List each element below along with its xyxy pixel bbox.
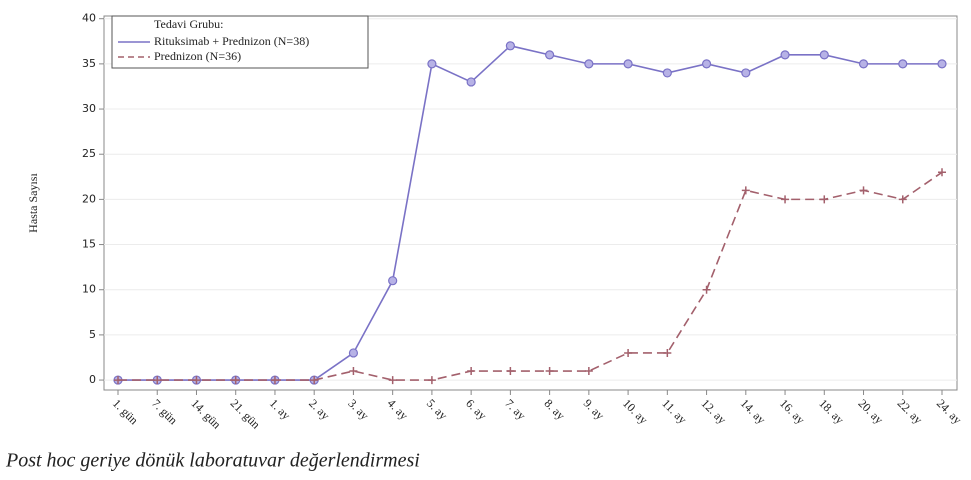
x-tick-label: 8. ay xyxy=(542,396,568,422)
point xyxy=(859,186,868,195)
point xyxy=(663,348,672,357)
point xyxy=(584,367,593,376)
x-tick-label: 24. ay xyxy=(934,396,965,427)
point xyxy=(545,50,555,60)
x-tick-label: 20. ay xyxy=(855,396,886,427)
x-tick-label: 4. ay xyxy=(385,396,411,422)
point xyxy=(819,50,829,60)
legend-label: Prednizon (N=36) xyxy=(154,49,241,63)
point xyxy=(624,348,633,357)
point xyxy=(701,59,712,69)
point xyxy=(898,195,907,204)
x-tick-label: 22. ay xyxy=(895,396,926,427)
point xyxy=(231,376,240,385)
x-tick-label: 6. ay xyxy=(463,396,489,422)
point xyxy=(114,376,122,385)
point xyxy=(898,59,908,69)
y-axis-label: Hasta Sayısı xyxy=(26,173,40,233)
point xyxy=(388,276,398,286)
x-tick-label: 7. gün xyxy=(149,396,180,427)
y-tick-label: 40 xyxy=(82,12,96,25)
x-tick-label: 9. ay xyxy=(581,396,607,422)
y-tick-label: 15 xyxy=(82,238,96,251)
point xyxy=(270,376,279,385)
y-tick-label: 5 xyxy=(89,328,96,341)
point xyxy=(623,59,633,69)
x-tick-label: 10. ay xyxy=(620,396,651,427)
point xyxy=(153,376,162,385)
plot-frame xyxy=(103,15,958,391)
point xyxy=(467,367,476,376)
point xyxy=(349,367,358,376)
x-tick-label: 3. ay xyxy=(345,396,371,422)
point xyxy=(545,367,554,376)
point xyxy=(662,68,672,78)
x-tick-label: 7. ay xyxy=(502,396,528,422)
series-line xyxy=(118,171,943,381)
point xyxy=(192,376,201,385)
point xyxy=(937,59,947,69)
legend-box xyxy=(111,15,369,69)
point xyxy=(506,367,515,376)
point xyxy=(584,59,594,69)
y-tick-label: 20 xyxy=(82,192,96,205)
point xyxy=(505,41,515,51)
series-line xyxy=(118,44,942,381)
point xyxy=(702,285,711,294)
point xyxy=(310,376,319,385)
point xyxy=(348,348,359,358)
x-tick-label: 1. gün xyxy=(110,396,141,427)
point xyxy=(466,77,476,87)
x-tick-label: 2. ay xyxy=(306,396,332,422)
x-tick-label: 16. ay xyxy=(777,396,808,427)
point xyxy=(858,59,869,69)
y-tick-label: 0 xyxy=(89,373,96,386)
point xyxy=(820,195,829,204)
x-tick-label: 14. ay xyxy=(738,396,769,427)
x-tick-label: 14. gün xyxy=(188,396,223,431)
legend-label: Rituksimab + Prednizon (N=38) xyxy=(154,34,309,48)
x-tick-label: 21. gün xyxy=(228,396,263,431)
point xyxy=(741,186,750,195)
point xyxy=(938,168,946,177)
y-tick-label: 25 xyxy=(82,147,96,160)
y-tick-label: 10 xyxy=(82,283,96,296)
point xyxy=(741,68,751,78)
point xyxy=(427,59,437,69)
y-tick-label: 35 xyxy=(82,57,96,70)
point xyxy=(427,376,436,385)
point xyxy=(388,376,397,385)
x-tick-label: 11. ay xyxy=(659,396,689,426)
x-tick-label: 12. ay xyxy=(699,396,730,427)
caption: Post hoc geriye dönük laboratuvar değerl… xyxy=(5,450,420,472)
point xyxy=(781,195,790,204)
y-tick-label: 30 xyxy=(82,102,96,115)
point xyxy=(780,50,790,60)
x-tick-label: 5. ay xyxy=(424,396,450,422)
x-tick-label: 18. ay xyxy=(816,396,847,427)
x-tick-label: 1. ay xyxy=(267,396,293,422)
legend-title: Tedavi Grubu: xyxy=(154,17,223,31)
